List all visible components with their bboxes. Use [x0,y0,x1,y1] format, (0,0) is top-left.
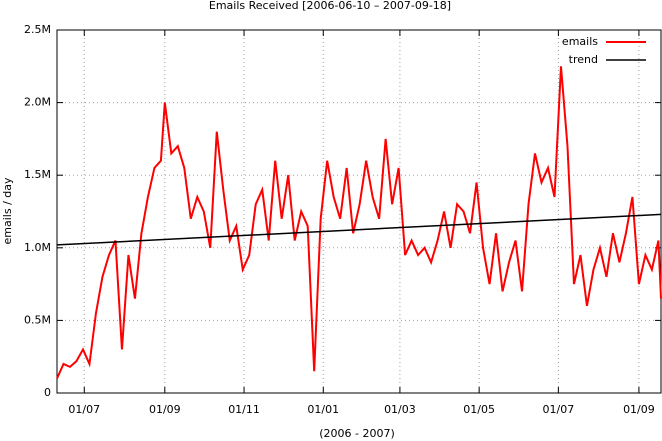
x-tick-label: 01/11 [228,403,260,416]
x-tick-label: 01/05 [463,403,495,416]
x-tick-label: 01/07 [543,403,575,416]
y-tick-label: 0 [44,386,51,399]
series-line [56,66,662,379]
y-tick-label: 1.5M [24,168,51,181]
x-tick-label: 01/03 [384,403,416,416]
plot-border [56,29,662,394]
x-tick-label: 01/07 [68,403,100,416]
series-line [56,213,662,246]
legend-label: emails [562,35,598,48]
legend-label: trend [569,53,598,66]
x-axis-label: (2006 - 2007) [319,427,395,440]
x-tick-label: 01/09 [149,403,181,416]
y-tick-label: 0.5M [24,313,51,326]
y-tick-label: 2.5M [24,23,51,36]
x-tick-label: 01/01 [307,403,339,416]
y-axis-label: emails / day [1,177,14,244]
x-tick-label: 01/09 [623,403,655,416]
chart-title: Emails Received [2006-06-10 – 2007-09-18… [209,0,451,12]
y-tick-label: 1.0M [24,241,51,254]
y-tick-label: 2.0M [24,96,51,109]
